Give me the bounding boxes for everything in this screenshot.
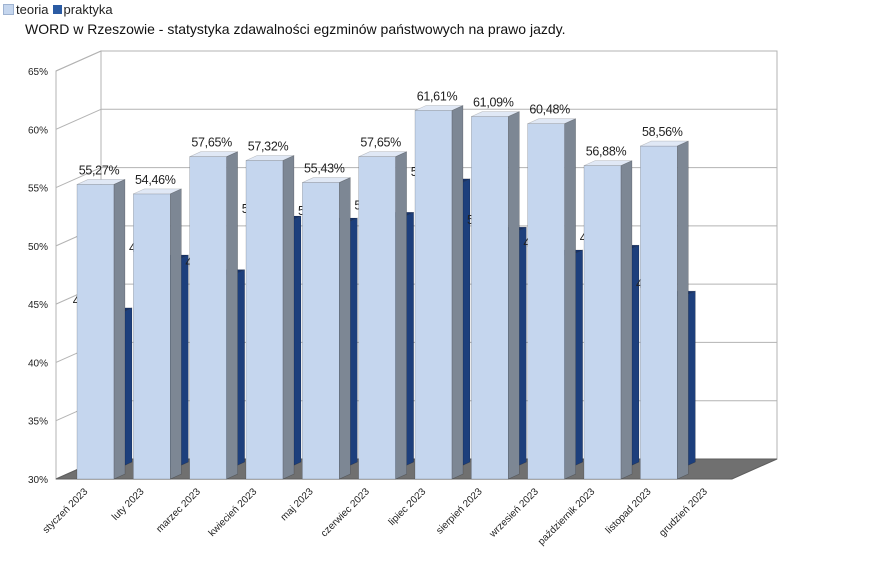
y-tick-label: 45% [28, 300, 48, 311]
x-tick-label: kwiecień 2023 [207, 486, 260, 539]
data-label-teoria: 57,32% [248, 140, 289, 154]
data-label-teoria: 54,46% [135, 173, 176, 187]
bar-teoria-side [113, 178, 126, 480]
data-label-teoria: 56,88% [586, 145, 627, 159]
bar-teoria-side [226, 151, 238, 480]
bar-teoria-side [282, 155, 295, 480]
data-label-teoria: 55,43% [304, 162, 345, 176]
bar-teoria-front [414, 110, 453, 480]
x-tick-label: sierpień 2023 [434, 486, 485, 537]
x-tick-label: luty 2023 [110, 486, 147, 523]
bar-teoria-front [583, 165, 622, 480]
legend: teoria praktyka [3, 2, 113, 17]
y-tick-label: 55% [28, 184, 48, 195]
data-label-teoria: 57,65% [191, 136, 232, 150]
bar-teoria-front [189, 156, 227, 480]
legend-swatch-praktyka [52, 5, 62, 14]
x-tick-label: listopad 2023 [604, 486, 654, 536]
bar-teoria-side [395, 151, 407, 480]
bar-teoria-side [677, 140, 689, 480]
grid-line-side [55, 50, 102, 72]
bar-teoria-side [170, 188, 182, 480]
data-label-teoria: 60,48% [529, 103, 570, 117]
bar-teoria-side [339, 177, 351, 480]
legend-swatch-teoria [3, 4, 14, 15]
bar-teoria-front [527, 123, 565, 480]
data-label-teoria: 61,61% [417, 90, 458, 104]
bar-teoria-front [133, 193, 171, 480]
y-tick-label: 40% [28, 358, 48, 369]
data-label-teoria: 57,65% [360, 136, 401, 150]
bar-teoria-side [564, 118, 576, 480]
x-tick-label: czerwiec 2023 [319, 486, 372, 539]
x-tick-label: wrzesień 2023 [487, 486, 541, 540]
grid-line-side [55, 167, 102, 189]
x-tick-label: marzec 2023 [154, 486, 203, 535]
data-label-teoria: 61,09% [473, 96, 514, 110]
grid-line-side [55, 108, 102, 130]
legend-label-praktyka: praktyka [63, 2, 113, 17]
bar-teoria-side [620, 160, 633, 480]
legend-label-teoria: teoria [16, 2, 49, 17]
y-tick-label: 65% [28, 67, 48, 78]
bar-teoria-side [451, 105, 464, 480]
y-tick-label: 35% [28, 417, 48, 428]
data-label-teoria: 55,27% [79, 163, 120, 177]
bar-teoria-front [358, 156, 396, 480]
x-tick-label: maj 2023 [279, 486, 316, 523]
bar-teoria-front [471, 116, 509, 480]
x-tick-label: październik 2023 [536, 486, 598, 548]
chart-title: WORD w Rzeszowie - statystyka zdawalnośc… [25, 21, 566, 37]
legend-item-teoria: teoria [3, 2, 49, 17]
bar-teoria-front [245, 160, 284, 480]
y-tick-label: 30% [28, 475, 48, 486]
bar-teoria-front [640, 145, 678, 480]
y-tick-label: 60% [28, 125, 48, 136]
y-tick-label: 50% [28, 242, 48, 253]
legend-item-praktyka: praktyka [52, 2, 113, 17]
data-label-teoria: 58,56% [642, 125, 683, 139]
x-tick-label: grudzień 2023 [657, 486, 710, 539]
x-tick-label: lipiec 2023 [387, 486, 429, 528]
x-tick-label: styczeń 2023 [41, 486, 91, 536]
bar-teoria-front [302, 182, 340, 480]
bar-teoria-front [76, 184, 115, 480]
bar-teoria-side [508, 111, 520, 480]
